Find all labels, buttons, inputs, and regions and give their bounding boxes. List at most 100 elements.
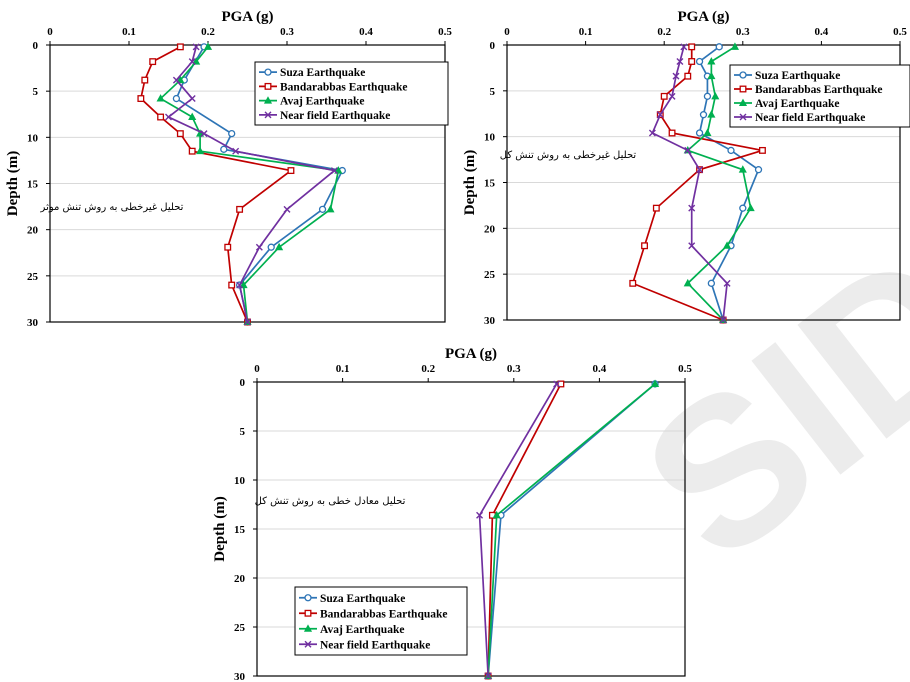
x-tick-label: 0.5	[438, 26, 452, 38]
data-point	[696, 166, 704, 174]
legend-box	[294, 586, 468, 656]
y-tick-label: 20	[27, 225, 39, 237]
legend-marker	[264, 111, 272, 119]
x-tick-label: 0.3	[507, 363, 521, 375]
series-avaj-earthquake	[683, 42, 755, 324]
data-point	[641, 242, 648, 250]
y-tick-label: 30	[234, 671, 246, 682]
legend-marker	[739, 113, 747, 121]
x-tick-label: 0.1	[122, 26, 136, 38]
data-point	[695, 129, 704, 137]
series-line	[651, 46, 728, 321]
data-point	[476, 511, 484, 519]
x-tick-label: 0.4	[593, 363, 607, 375]
x-tick-label: 0.1	[579, 26, 593, 38]
x-tick-label: 0.4	[815, 26, 829, 38]
data-point	[758, 146, 766, 154]
data-point	[188, 147, 196, 155]
data-point	[192, 57, 201, 65]
series-near-field-earthquake	[165, 43, 338, 326]
data-point	[699, 111, 708, 119]
data-point	[334, 166, 343, 174]
data-point	[738, 165, 747, 173]
y-tick-label: 25	[234, 622, 246, 634]
data-point	[283, 205, 291, 213]
legend-marker	[304, 640, 312, 648]
data-point	[684, 72, 692, 80]
y-tick-label: 0	[240, 377, 246, 389]
legend-label: Near field Earthquake	[755, 112, 865, 124]
y-tick-label: 20	[234, 573, 246, 585]
data-point	[192, 43, 200, 51]
data-point	[188, 58, 196, 66]
x-axis-title: PGA (g)	[677, 9, 729, 25]
y-tick-label: 15	[234, 524, 246, 536]
data-point	[220, 145, 228, 153]
x-tick-label: 0.5	[678, 363, 692, 375]
data-point	[652, 204, 660, 212]
x-tick-label: 0.4	[359, 26, 373, 38]
data-point	[703, 92, 712, 100]
x-tick-label: 0.2	[201, 26, 215, 38]
data-point	[484, 672, 492, 680]
data-point	[754, 166, 763, 174]
data-point	[723, 241, 732, 249]
legend-marker	[739, 71, 747, 79]
data-point	[684, 146, 692, 154]
data-point	[660, 92, 668, 100]
legend: Suza Earthquake Bandarabbas Earthquake Ava…	[294, 586, 468, 656]
legend-marker	[303, 624, 313, 632]
y-tick-label: 30	[484, 315, 496, 327]
legend-marker	[739, 85, 747, 93]
y-axis-title: Depth (m)	[462, 150, 478, 215]
legend-label: Suza Earthquake	[755, 70, 840, 82]
data-point	[275, 242, 284, 251]
y-tick-label: 25	[484, 269, 496, 281]
data-point	[255, 243, 263, 251]
data-point	[244, 318, 251, 326]
chart-annotation: تحلیل معادل خطی به روش تنش کل	[255, 496, 406, 507]
x-tick-label: 0.5	[893, 26, 907, 38]
y-tick-label: 10	[484, 132, 496, 144]
x-tick-label: 0.3	[280, 26, 294, 38]
legend-box	[729, 64, 910, 128]
data-point	[267, 243, 275, 251]
data-point	[228, 129, 236, 138]
legend: Suza Earthquake Bandarabbas Earthquake Ava…	[729, 64, 910, 128]
chart-annotation: تحلیل غیرخطی به روش تنش موثر	[40, 202, 184, 213]
legend-label: Near field Earthquake	[320, 639, 430, 651]
legend-marker	[263, 96, 273, 104]
y-tick-label: 20	[484, 223, 496, 235]
data-point	[176, 75, 185, 84]
series-bandarabbas-earthquake	[484, 380, 565, 680]
chart-effective-stress-nonlinear: 0 0.1 0.2 0.3 0.4 0.5 0 5 10 15 20 25 30 PGA (g) Depth…	[5, 9, 452, 329]
legend-label: Bandarabbas Earthquake	[320, 608, 448, 620]
data-point	[232, 147, 240, 155]
y-tick-label: 5	[240, 426, 246, 438]
series-line	[487, 383, 656, 677]
data-point	[727, 146, 735, 155]
data-point	[176, 43, 184, 51]
data-point	[176, 130, 184, 138]
data-point	[688, 204, 696, 212]
x-tick-label: 0	[254, 363, 260, 375]
y-tick-label: 0	[490, 40, 496, 52]
data-point	[707, 71, 716, 80]
data-point	[711, 91, 720, 100]
x-axis-title: PGA (g)	[445, 346, 497, 362]
data-point	[688, 242, 696, 250]
y-axis-title: Depth (m)	[5, 151, 21, 216]
data-point	[137, 95, 145, 103]
data-point	[156, 94, 165, 102]
data-point	[672, 72, 680, 80]
data-point	[648, 129, 656, 137]
x-tick-label: 0	[504, 26, 510, 38]
data-point	[676, 58, 684, 65]
legend-label: Near field Earthquake	[280, 110, 390, 122]
data-point	[287, 167, 295, 175]
legend-box	[254, 61, 449, 126]
data-point	[141, 76, 149, 84]
legend-label: Bandarabbas Earthquake	[280, 81, 408, 93]
data-point	[739, 204, 747, 212]
data-point	[723, 279, 731, 287]
